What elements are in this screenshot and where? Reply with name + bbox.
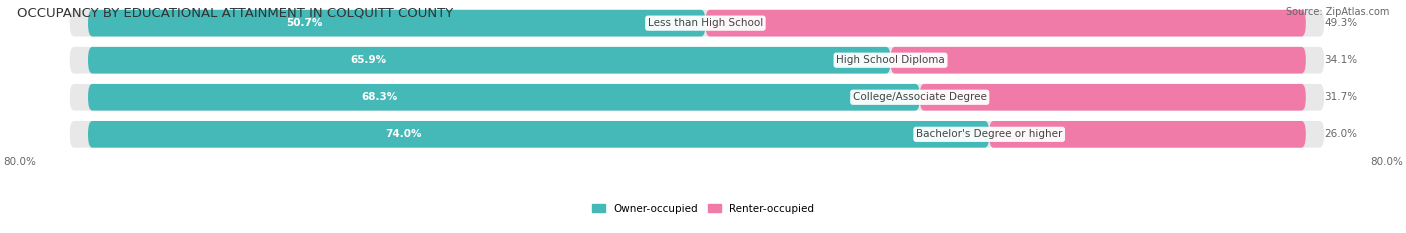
FancyBboxPatch shape xyxy=(89,47,890,74)
Text: Source: ZipAtlas.com: Source: ZipAtlas.com xyxy=(1285,7,1389,17)
Text: Less than High School: Less than High School xyxy=(648,18,763,28)
Text: 31.7%: 31.7% xyxy=(1324,92,1357,102)
FancyBboxPatch shape xyxy=(89,10,706,37)
FancyBboxPatch shape xyxy=(920,84,1306,111)
FancyBboxPatch shape xyxy=(706,10,1306,37)
Text: 50.7%: 50.7% xyxy=(285,18,322,28)
Text: 65.9%: 65.9% xyxy=(352,55,387,65)
Text: 68.3%: 68.3% xyxy=(361,92,398,102)
FancyBboxPatch shape xyxy=(70,121,1324,148)
Text: 26.0%: 26.0% xyxy=(1324,129,1357,139)
FancyBboxPatch shape xyxy=(990,121,1306,148)
Text: OCCUPANCY BY EDUCATIONAL ATTAINMENT IN COLQUITT COUNTY: OCCUPANCY BY EDUCATIONAL ATTAINMENT IN C… xyxy=(17,7,453,20)
Legend: Owner-occupied, Renter-occupied: Owner-occupied, Renter-occupied xyxy=(588,199,818,218)
FancyBboxPatch shape xyxy=(89,121,990,148)
FancyBboxPatch shape xyxy=(890,47,1306,74)
Text: 80.0%: 80.0% xyxy=(1371,157,1403,167)
FancyBboxPatch shape xyxy=(70,47,1324,74)
FancyBboxPatch shape xyxy=(89,84,920,111)
FancyBboxPatch shape xyxy=(70,10,1324,37)
Text: 80.0%: 80.0% xyxy=(3,157,35,167)
Text: Bachelor's Degree or higher: Bachelor's Degree or higher xyxy=(915,129,1063,139)
Text: High School Diploma: High School Diploma xyxy=(837,55,945,65)
Text: 49.3%: 49.3% xyxy=(1324,18,1357,28)
Text: 74.0%: 74.0% xyxy=(385,129,422,139)
Text: College/Associate Degree: College/Associate Degree xyxy=(853,92,987,102)
Text: 34.1%: 34.1% xyxy=(1324,55,1357,65)
FancyBboxPatch shape xyxy=(70,84,1324,111)
